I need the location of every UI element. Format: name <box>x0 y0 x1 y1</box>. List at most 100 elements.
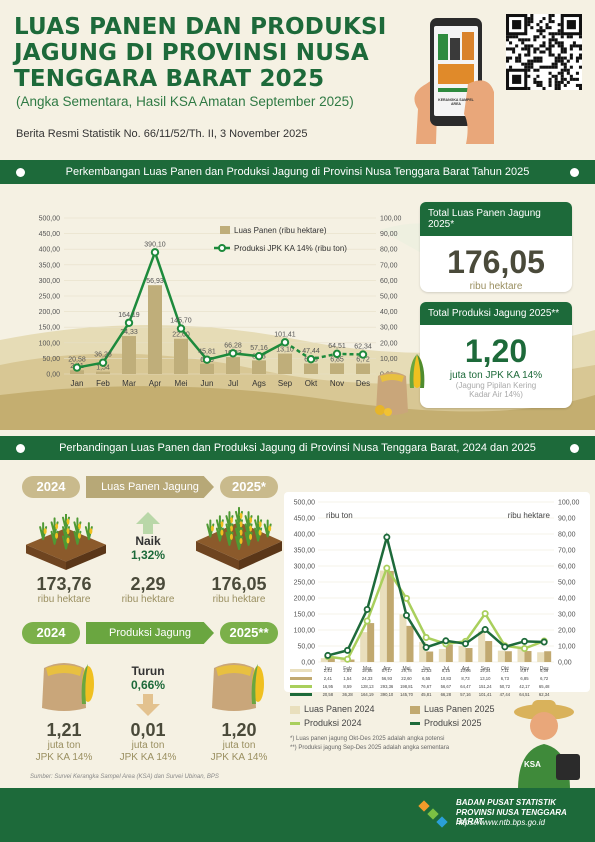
qr-code[interactable] <box>506 14 582 90</box>
y-right-tick: 70,00 <box>380 262 398 269</box>
field-side-right <box>239 541 282 570</box>
table-cell: 2,84 <box>343 668 352 673</box>
kpi-prod-label: Total Produksi Jagung 2025** <box>420 302 572 325</box>
table-cell: 8,59 <box>343 684 352 689</box>
qr-module <box>539 26 543 30</box>
qr-module <box>530 59 534 63</box>
y-left-tick: 50,00 <box>297 644 315 651</box>
bar-luas-panen <box>122 336 136 374</box>
qr-finder-core <box>512 20 522 30</box>
table-cell: 56,93 <box>382 676 393 681</box>
corn-ear <box>239 521 243 528</box>
luas-change-pct: 1,32% <box>130 548 166 562</box>
footer-url[interactable]: https://www.ntb.bps.go.id <box>456 818 545 827</box>
corn-ear <box>55 523 59 530</box>
qr-module <box>518 38 522 42</box>
bar-label: 6,85 <box>330 356 344 363</box>
kpi-prod-unit: juta ton JPK KA 14% <box>449 370 543 381</box>
y-left-tick: 400,00 <box>39 247 61 254</box>
qr-module <box>569 35 573 39</box>
luas-year-2024: 2024 <box>22 476 80 498</box>
qr-module <box>530 17 534 21</box>
line-label: 47,44 <box>302 348 320 355</box>
bar-luas-2025 <box>406 625 414 662</box>
source-note: Sumber: Survei Kerangka Sampel Area (KSA… <box>30 774 219 780</box>
qr-module <box>563 50 567 54</box>
qr-module <box>533 35 537 39</box>
qr-module <box>554 80 558 84</box>
qr-module <box>527 86 531 90</box>
table-cell: 8,73 <box>461 676 470 681</box>
qr-module <box>536 59 540 63</box>
qr-module <box>536 74 540 78</box>
qr-module <box>563 83 567 87</box>
corn-ear <box>258 521 262 528</box>
qr-module <box>554 62 558 66</box>
corn-field-2024-icon <box>26 512 106 570</box>
qr-module <box>548 41 552 45</box>
comparison-table: 2,43 2,84 18,68 57,17 29,78 12,53 8,15 10,06 19,… <box>286 668 558 710</box>
corn-cob-icon <box>408 352 426 392</box>
line-point <box>72 363 82 372</box>
qr-module <box>539 83 543 87</box>
x-tick-label: Mei <box>402 666 410 672</box>
qr-module <box>533 38 537 42</box>
table-cell: 76,67 <box>421 684 432 689</box>
qr-module <box>554 74 558 78</box>
table-cell: 6,85 <box>520 676 529 681</box>
legend-label-luas-2025: Luas Panen 2025 <box>424 704 495 714</box>
legend-label-luas-2024: Luas Panen 2024 <box>304 704 375 714</box>
line-produksi-2024-point <box>383 564 391 572</box>
table-cell: 8,15 <box>442 668 451 673</box>
qr-module <box>566 35 570 39</box>
qr-module <box>554 32 558 36</box>
qr-module <box>527 53 531 57</box>
x-tick-label: Mar <box>122 379 136 388</box>
qr-module <box>530 65 534 69</box>
qr-module <box>536 56 540 60</box>
qr-module <box>524 47 528 51</box>
table-cell: 8,97 <box>520 668 529 673</box>
x-tick-label: Jun <box>422 666 430 672</box>
chart-note-1: *) Luas panen jagung Okt-Des 2025 adalah… <box>290 736 445 742</box>
qr-module <box>566 71 570 75</box>
qr-module <box>518 59 522 63</box>
y-left-tick: 50,00 <box>42 356 60 363</box>
qr-module <box>557 23 561 27</box>
x-tick-label: Jul <box>228 379 238 388</box>
line-label: 101,41 <box>274 331 296 338</box>
qr-module <box>554 59 558 63</box>
kpi-luas-unit: ribu hektare <box>469 281 523 292</box>
qr-module <box>560 80 564 84</box>
y-left-tick: 250,00 <box>39 294 61 301</box>
qr-module <box>548 17 552 21</box>
qr-module <box>542 86 546 90</box>
qr-module <box>539 59 543 63</box>
line-point <box>254 351 264 361</box>
qr-module <box>509 41 513 45</box>
qr-module <box>536 29 540 33</box>
down-arrow-icon <box>136 694 160 716</box>
y-right-tick: 0,00 <box>558 660 572 667</box>
y-left-tick: 150,00 <box>294 612 316 619</box>
y-right-tick: 90,00 <box>558 516 576 523</box>
qr-module <box>527 17 531 21</box>
qr-module <box>527 74 531 78</box>
corn-ear <box>43 528 47 535</box>
bar-luas-2024 <box>399 614 407 662</box>
luas-unit-2024: ribu hektare <box>37 594 91 605</box>
qr-module <box>560 56 564 60</box>
corn-sack-icon <box>372 362 412 416</box>
line-produksi-2024-point <box>363 617 371 625</box>
y-left-tick: 500,00 <box>294 500 316 507</box>
qr-module <box>551 32 555 36</box>
line-label: 164,19 <box>118 312 140 319</box>
qr-module <box>515 44 519 48</box>
qr-module <box>548 65 552 69</box>
qr-module <box>551 20 555 24</box>
farmer-mascot: KSA <box>498 694 590 790</box>
qr-module <box>506 38 510 42</box>
line-point <box>176 324 186 333</box>
qr-module <box>509 35 513 39</box>
qr-module <box>515 56 519 60</box>
